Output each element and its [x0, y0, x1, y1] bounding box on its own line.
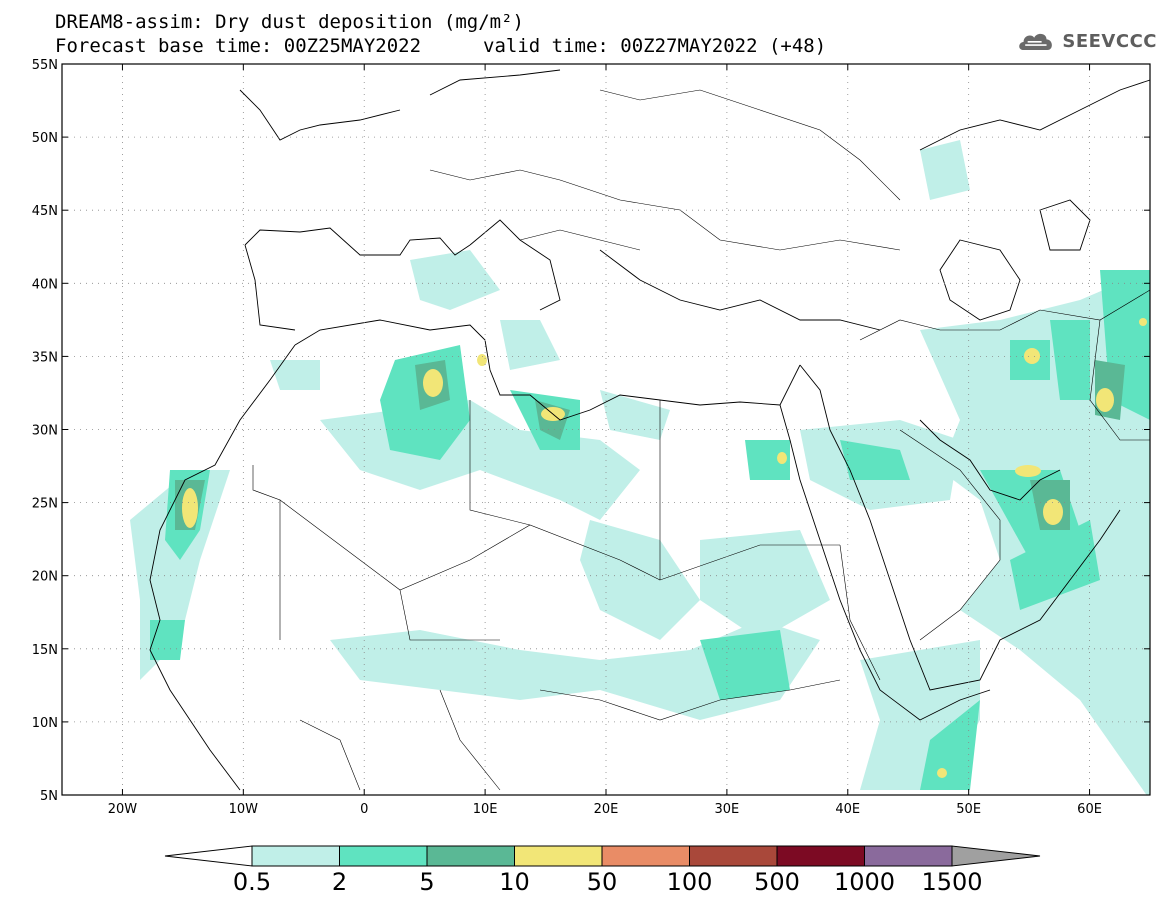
colorbar-swatch	[865, 846, 953, 866]
lon-label: 30E	[715, 802, 740, 817]
lat-label: 25N	[32, 497, 58, 512]
lat-label: 10N	[32, 716, 58, 731]
lon-label: 10E	[473, 802, 498, 817]
lat-label: 20N	[32, 570, 58, 585]
colorbar-under-arrow	[165, 846, 252, 866]
colorbar-label: 0.5	[233, 868, 271, 896]
colorbar-label: 50	[587, 868, 618, 896]
lon-label: 50E	[956, 802, 981, 817]
colorbar-swatch	[515, 846, 603, 866]
lon-label: 0	[360, 802, 368, 817]
lon-label: 40E	[835, 802, 860, 817]
colorbar-swatch	[427, 846, 515, 866]
colorbar-label: 500	[754, 868, 800, 896]
lon-label: 60E	[1077, 802, 1102, 817]
colorbar	[165, 846, 1040, 866]
colorbar-swatch	[777, 846, 865, 866]
lat-label: 35N	[32, 350, 58, 365]
colorbar-label: 1000	[834, 868, 895, 896]
lat-label: 40N	[32, 277, 58, 292]
map-area	[130, 70, 1150, 800]
colorbar-swatch	[252, 846, 340, 866]
lat-label: 15N	[32, 643, 58, 658]
lat-label: 50N	[32, 131, 58, 146]
colorbar-label: 1500	[921, 868, 982, 896]
colorbar-label: 10	[499, 868, 530, 896]
lon-label: 20W	[108, 802, 138, 817]
colorbar-swatch	[690, 846, 778, 866]
lat-label: 55N	[32, 58, 58, 73]
lon-label: 10W	[229, 802, 259, 817]
colorbar-label: 2	[332, 868, 347, 896]
longitude-labels: 20W 10W 0 10E 20E 30E 40E 50E 60E	[108, 802, 1102, 817]
lon-label: 20E	[594, 802, 619, 817]
lat-label: 45N	[32, 204, 58, 219]
colorbar-label: 5	[419, 868, 434, 896]
colorbar-label: 100	[667, 868, 713, 896]
lat-label: 5N	[40, 789, 58, 804]
colorbar-swatch	[340, 846, 428, 866]
lat-label: 30N	[32, 424, 58, 439]
latitude-labels: 55N 50N 45N 40N 35N 30N 25N 20N 15N 10N 5N	[32, 58, 58, 804]
colorbar-swatch	[602, 846, 690, 866]
colorbar-over-arrow	[952, 846, 1040, 866]
